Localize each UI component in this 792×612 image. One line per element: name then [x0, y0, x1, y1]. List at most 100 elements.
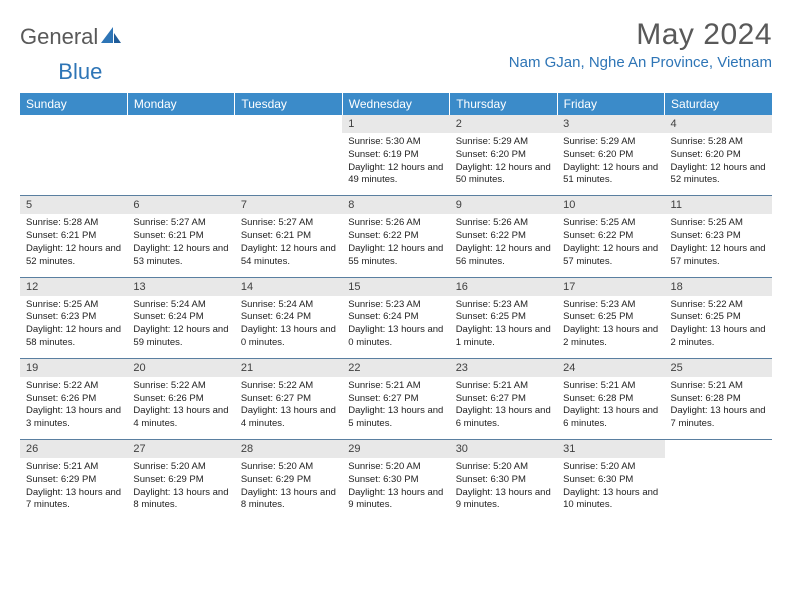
day-number: 12	[20, 278, 127, 296]
col-thursday: Thursday	[450, 93, 557, 115]
day-content: Sunrise: 5:20 AMSunset: 6:29 PMDaylight:…	[235, 458, 342, 520]
day-cell: 5Sunrise: 5:28 AMSunset: 6:21 PMDaylight…	[20, 196, 127, 277]
week-row: 19Sunrise: 5:22 AMSunset: 6:26 PMDayligh…	[20, 358, 772, 439]
day-number: 27	[127, 440, 234, 458]
day-content: Sunrise: 5:21 AMSunset: 6:27 PMDaylight:…	[342, 377, 449, 439]
week-row: 26Sunrise: 5:21 AMSunset: 6:29 PMDayligh…	[20, 440, 772, 521]
day-cell: 1Sunrise: 5:30 AMSunset: 6:19 PMDaylight…	[342, 115, 449, 196]
day-content: Sunrise: 5:23 AMSunset: 6:25 PMDaylight:…	[450, 296, 557, 358]
day-cell: 0	[127, 115, 234, 196]
day-content: Sunrise: 5:24 AMSunset: 6:24 PMDaylight:…	[127, 296, 234, 358]
sail-icon	[101, 27, 121, 50]
day-cell: 18Sunrise: 5:22 AMSunset: 6:25 PMDayligh…	[665, 277, 772, 358]
day-number: 13	[127, 278, 234, 296]
day-content: Sunrise: 5:22 AMSunset: 6:27 PMDaylight:…	[235, 377, 342, 439]
day-number: 29	[342, 440, 449, 458]
day-content: Sunrise: 5:28 AMSunset: 6:21 PMDaylight:…	[20, 214, 127, 276]
day-cell: 8Sunrise: 5:26 AMSunset: 6:22 PMDaylight…	[342, 196, 449, 277]
day-content: Sunrise: 5:29 AMSunset: 6:20 PMDaylight:…	[557, 133, 664, 195]
day-content: Sunrise: 5:20 AMSunset: 6:30 PMDaylight:…	[342, 458, 449, 520]
day-cell: 29Sunrise: 5:20 AMSunset: 6:30 PMDayligh…	[342, 440, 449, 521]
day-number: 15	[342, 278, 449, 296]
day-number: 4	[665, 115, 772, 133]
day-cell: 17Sunrise: 5:23 AMSunset: 6:25 PMDayligh…	[557, 277, 664, 358]
day-content: Sunrise: 5:28 AMSunset: 6:20 PMDaylight:…	[665, 133, 772, 195]
day-cell: 7Sunrise: 5:27 AMSunset: 6:21 PMDaylight…	[235, 196, 342, 277]
day-content: Sunrise: 5:21 AMSunset: 6:28 PMDaylight:…	[557, 377, 664, 439]
day-number: 1	[342, 115, 449, 133]
day-number: 25	[665, 359, 772, 377]
day-cell: 0	[20, 115, 127, 196]
day-content: Sunrise: 5:21 AMSunset: 6:29 PMDaylight:…	[20, 458, 127, 520]
day-number: 8	[342, 196, 449, 214]
col-saturday: Saturday	[665, 93, 772, 115]
calendar-table: Sunday Monday Tuesday Wednesday Thursday…	[20, 93, 772, 520]
day-content: Sunrise: 5:21 AMSunset: 6:28 PMDaylight:…	[665, 377, 772, 439]
day-cell: 4Sunrise: 5:28 AMSunset: 6:20 PMDaylight…	[665, 115, 772, 196]
day-number: 31	[557, 440, 664, 458]
day-content: Sunrise: 5:23 AMSunset: 6:24 PMDaylight:…	[342, 296, 449, 358]
col-friday: Friday	[557, 93, 664, 115]
day-number: 10	[557, 196, 664, 214]
day-number: 18	[665, 278, 772, 296]
day-cell: 3Sunrise: 5:29 AMSunset: 6:20 PMDaylight…	[557, 115, 664, 196]
day-cell: 24Sunrise: 5:21 AMSunset: 6:28 PMDayligh…	[557, 358, 664, 439]
day-number: 5	[20, 196, 127, 214]
col-wednesday: Wednesday	[342, 93, 449, 115]
day-number: 24	[557, 359, 664, 377]
day-content: Sunrise: 5:22 AMSunset: 6:25 PMDaylight:…	[665, 296, 772, 358]
day-number: 7	[235, 196, 342, 214]
day-number: 17	[557, 278, 664, 296]
title-block: May 2024 Nam GJan, Nghe An Province, Vie…	[509, 18, 772, 77]
day-content: Sunrise: 5:26 AMSunset: 6:22 PMDaylight:…	[450, 214, 557, 276]
brand-general: General	[20, 24, 98, 50]
day-number: 9	[450, 196, 557, 214]
day-cell: 21Sunrise: 5:22 AMSunset: 6:27 PMDayligh…	[235, 358, 342, 439]
day-content: Sunrise: 5:25 AMSunset: 6:22 PMDaylight:…	[557, 214, 664, 276]
day-content: Sunrise: 5:26 AMSunset: 6:22 PMDaylight:…	[342, 214, 449, 276]
day-cell: 6Sunrise: 5:27 AMSunset: 6:21 PMDaylight…	[127, 196, 234, 277]
day-number: 22	[342, 359, 449, 377]
day-content: Sunrise: 5:20 AMSunset: 6:30 PMDaylight:…	[450, 458, 557, 520]
day-cell: 20Sunrise: 5:22 AMSunset: 6:26 PMDayligh…	[127, 358, 234, 439]
day-cell: 15Sunrise: 5:23 AMSunset: 6:24 PMDayligh…	[342, 277, 449, 358]
day-number: 2	[450, 115, 557, 133]
col-monday: Monday	[127, 93, 234, 115]
day-content: Sunrise: 5:25 AMSunset: 6:23 PMDaylight:…	[20, 296, 127, 358]
day-content: Sunrise: 5:22 AMSunset: 6:26 PMDaylight:…	[127, 377, 234, 439]
day-cell: 11Sunrise: 5:25 AMSunset: 6:23 PMDayligh…	[665, 196, 772, 277]
day-cell: 26Sunrise: 5:21 AMSunset: 6:29 PMDayligh…	[20, 440, 127, 521]
day-content: Sunrise: 5:27 AMSunset: 6:21 PMDaylight:…	[235, 214, 342, 276]
day-number: 11	[665, 196, 772, 214]
day-content: Sunrise: 5:27 AMSunset: 6:21 PMDaylight:…	[127, 214, 234, 276]
day-number: 19	[20, 359, 127, 377]
calendar-body: 0 0 0 1Sunrise: 5:30 AMSunset: 6:19 PMDa…	[20, 115, 772, 520]
day-content: Sunrise: 5:30 AMSunset: 6:19 PMDaylight:…	[342, 133, 449, 195]
day-content: Sunrise: 5:20 AMSunset: 6:30 PMDaylight:…	[557, 458, 664, 520]
day-content: Sunrise: 5:21 AMSunset: 6:27 PMDaylight:…	[450, 377, 557, 439]
day-cell: 25Sunrise: 5:21 AMSunset: 6:28 PMDayligh…	[665, 358, 772, 439]
day-cell: 19Sunrise: 5:22 AMSunset: 6:26 PMDayligh…	[20, 358, 127, 439]
day-cell: 28Sunrise: 5:20 AMSunset: 6:29 PMDayligh…	[235, 440, 342, 521]
day-number: 23	[450, 359, 557, 377]
day-cell: 0	[665, 440, 772, 521]
location-text: Nam GJan, Nghe An Province, Vietnam	[509, 54, 772, 71]
day-cell: 16Sunrise: 5:23 AMSunset: 6:25 PMDayligh…	[450, 277, 557, 358]
day-header-row: Sunday Monday Tuesday Wednesday Thursday…	[20, 93, 772, 115]
calendar-page: General May 2024 Nam GJan, Nghe An Provi…	[0, 0, 792, 538]
day-content: Sunrise: 5:24 AMSunset: 6:24 PMDaylight:…	[235, 296, 342, 358]
day-cell: 13Sunrise: 5:24 AMSunset: 6:24 PMDayligh…	[127, 277, 234, 358]
day-cell: 0	[235, 115, 342, 196]
day-content: Sunrise: 5:29 AMSunset: 6:20 PMDaylight:…	[450, 133, 557, 195]
day-number: 21	[235, 359, 342, 377]
day-cell: 30Sunrise: 5:20 AMSunset: 6:30 PMDayligh…	[450, 440, 557, 521]
day-cell: 10Sunrise: 5:25 AMSunset: 6:22 PMDayligh…	[557, 196, 664, 277]
day-number: 30	[450, 440, 557, 458]
month-title: May 2024	[509, 18, 772, 52]
col-tuesday: Tuesday	[235, 93, 342, 115]
day-cell: 23Sunrise: 5:21 AMSunset: 6:27 PMDayligh…	[450, 358, 557, 439]
day-cell: 2Sunrise: 5:29 AMSunset: 6:20 PMDaylight…	[450, 115, 557, 196]
day-content: Sunrise: 5:22 AMSunset: 6:26 PMDaylight:…	[20, 377, 127, 439]
day-number: 26	[20, 440, 127, 458]
week-row: 5Sunrise: 5:28 AMSunset: 6:21 PMDaylight…	[20, 196, 772, 277]
